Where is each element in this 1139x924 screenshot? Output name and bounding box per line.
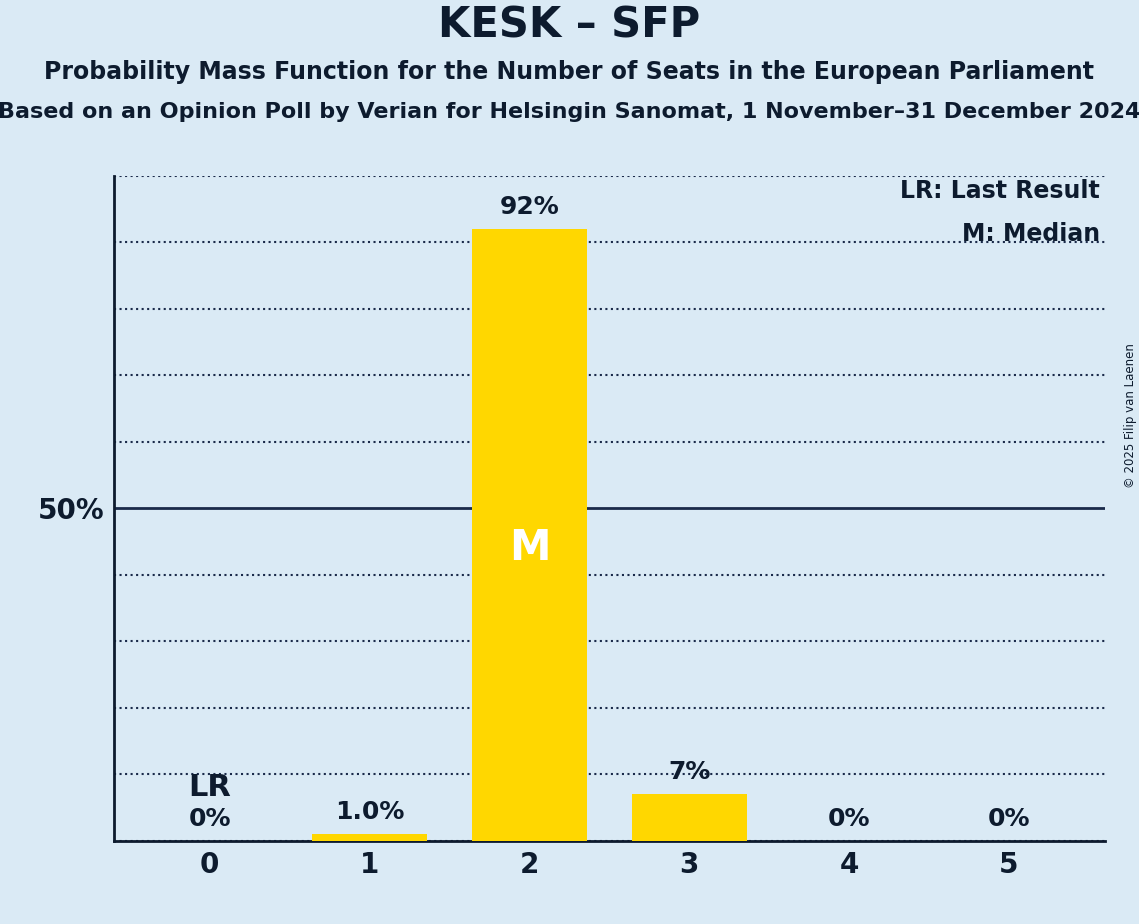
- Text: 92%: 92%: [500, 195, 559, 219]
- Text: 0%: 0%: [189, 807, 231, 831]
- Text: 1.0%: 1.0%: [335, 800, 404, 824]
- Text: 7%: 7%: [669, 760, 711, 784]
- Bar: [312, 834, 427, 841]
- Bar: [632, 795, 747, 841]
- Text: KESK – SFP: KESK – SFP: [439, 5, 700, 46]
- Text: © 2025 Filip van Laenen: © 2025 Filip van Laenen: [1124, 344, 1137, 488]
- Text: M: M: [509, 527, 550, 569]
- Text: LR: LR: [188, 773, 231, 802]
- Text: Probability Mass Function for the Number of Seats in the European Parliament: Probability Mass Function for the Number…: [44, 60, 1095, 84]
- Text: 0%: 0%: [988, 807, 1030, 831]
- Text: M: Median: M: Median: [961, 222, 1100, 246]
- Text: 0%: 0%: [828, 807, 870, 831]
- Bar: [472, 229, 587, 841]
- Text: Based on an Opinion Poll by Verian for Helsingin Sanomat, 1 November–31 December: Based on an Opinion Poll by Verian for H…: [0, 102, 1139, 122]
- Text: LR: Last Result: LR: Last Result: [900, 179, 1100, 203]
